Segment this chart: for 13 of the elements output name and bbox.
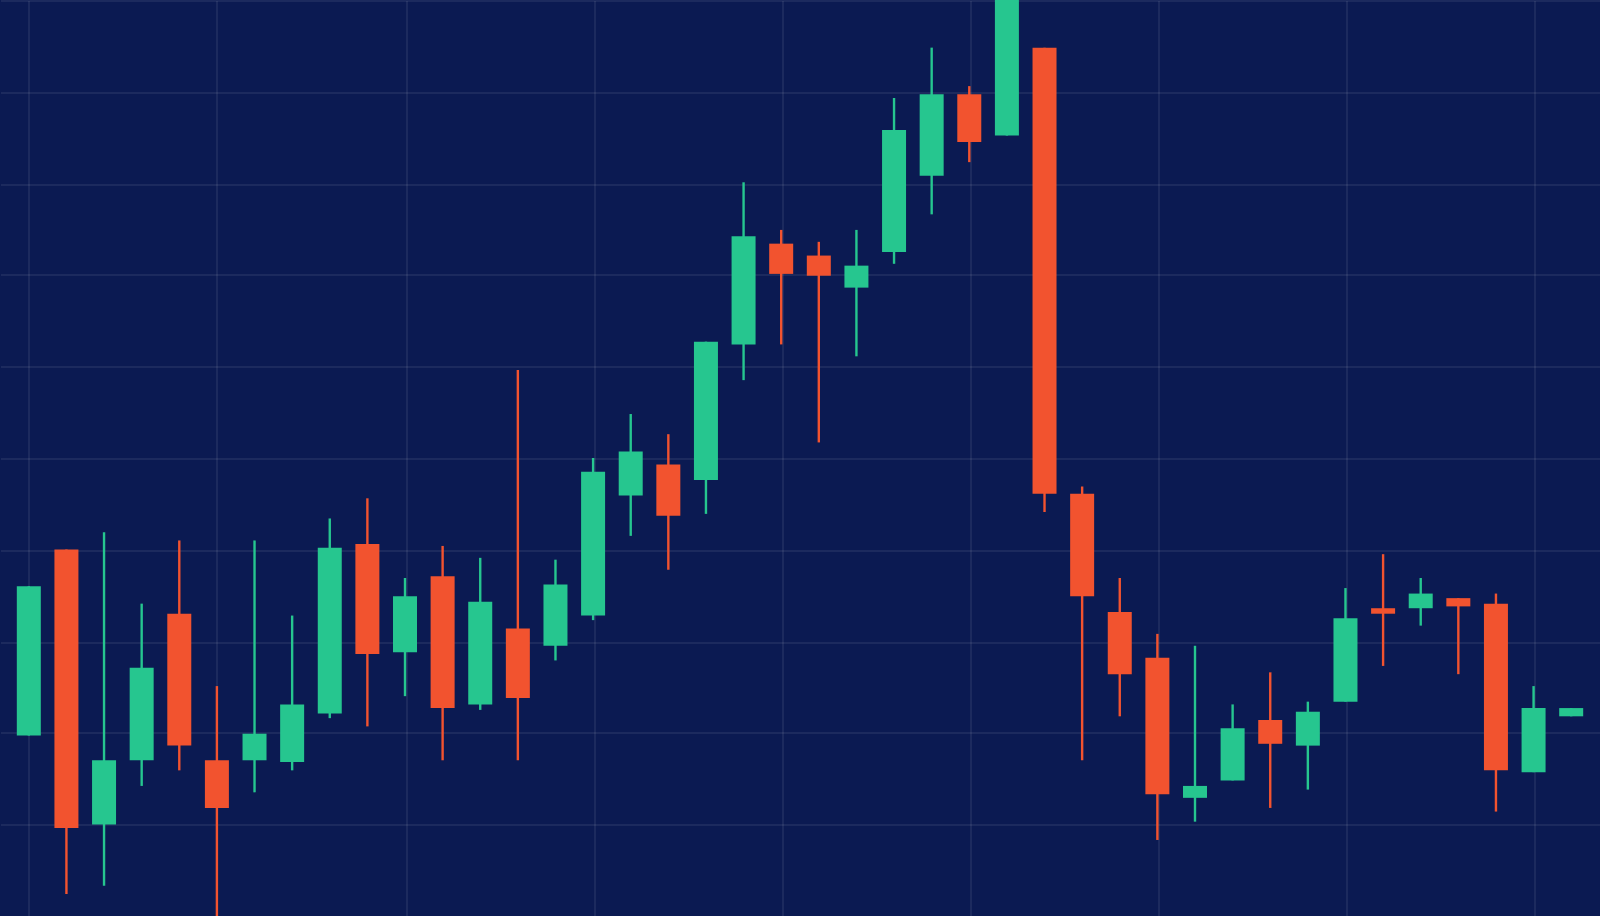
candlestick — [1258, 671, 1283, 810]
candlestick — [1183, 644, 1207, 823]
candlestick — [1446, 596, 1471, 676]
candlestick — [844, 228, 869, 358]
candlestick — [204, 684, 229, 916]
candlestick — [769, 228, 794, 346]
candlestick — [1408, 576, 1433, 627]
candlestick — [957, 84, 982, 164]
candlestick — [806, 240, 831, 444]
candlestick — [1295, 700, 1320, 791]
candlestick — [1371, 552, 1396, 668]
candlestick — [242, 539, 267, 794]
candlestick — [618, 412, 643, 538]
